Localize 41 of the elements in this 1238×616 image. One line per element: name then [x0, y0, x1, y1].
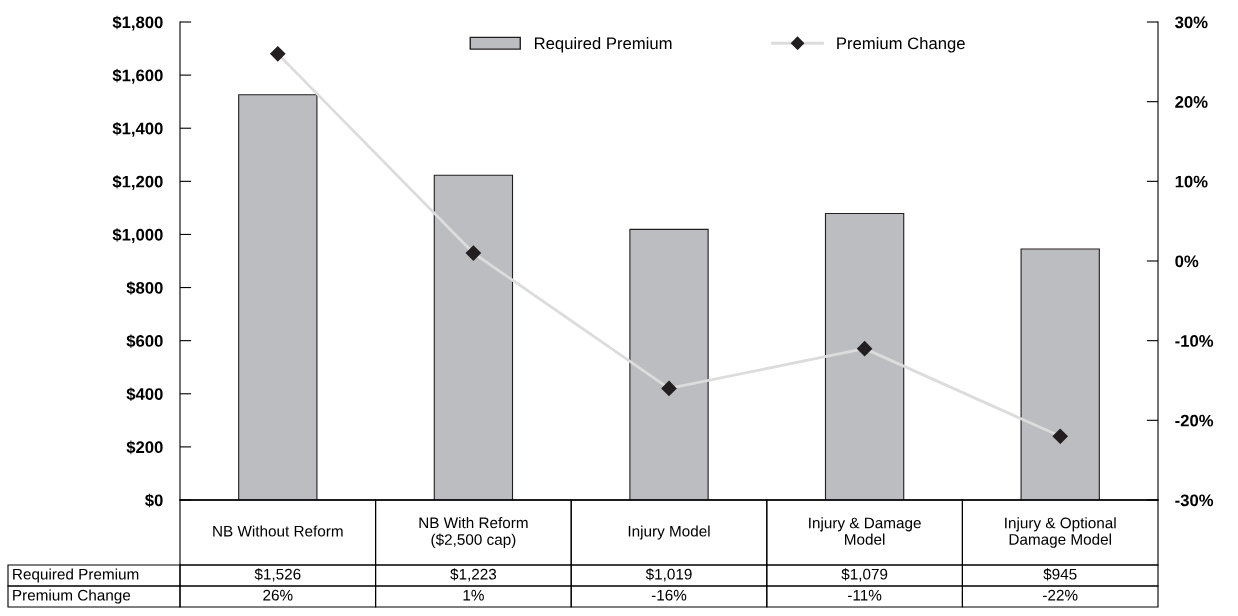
y2-tick-label: -10% [1175, 335, 1214, 347]
data-label: $1,526 [254, 568, 301, 582]
y-tick-label: $1,600 [112, 68, 163, 84]
data-label: -11% [848, 589, 882, 601]
y-tick-label: $1,200 [112, 175, 163, 190]
y2-tick-label: 30% [1175, 16, 1208, 29]
x-tick-label: NB With Reform ($2,500 cap) [419, 517, 528, 548]
y-tick-label: $400 [126, 387, 163, 402]
data-label: $945 [1043, 568, 1077, 581]
y-tick-label: $200 [126, 440, 163, 455]
data-label: 1% [463, 589, 484, 601]
data-label: 26% [263, 589, 293, 601]
data-label: -22% [1043, 589, 1078, 601]
bar [238, 94, 318, 500]
text: Required Premium [13, 568, 139, 583]
y2-tick-label: -20% [1175, 414, 1214, 427]
x-tick-label: Injury & Damage Model [809, 517, 921, 545]
y2-tick-label: 20% [1175, 96, 1208, 108]
y-tick-label: $600 [126, 334, 163, 348]
legend-label: Required Premium [534, 37, 672, 53]
y2-tick-label: -30% [1175, 494, 1214, 507]
legend-label: Premium Change [837, 37, 965, 53]
data-label: $1,079 [841, 568, 888, 582]
y-tick-label: $1,000 [112, 228, 163, 244]
y2-tick-label: 0% [1175, 255, 1199, 268]
bar [824, 212, 905, 500]
y-tick-label: $1,400 [112, 121, 163, 137]
text: Premium Change [13, 589, 131, 604]
bar [433, 174, 514, 500]
x-tick-label: NB Without Reform [213, 525, 343, 537]
data-label: $1,223 [450, 568, 497, 582]
x-tick-label: Injury Model [628, 525, 710, 540]
y-tick-label: $0 [145, 493, 163, 508]
data-label: -16% [651, 589, 687, 601]
data-label: $1,019 [645, 568, 692, 582]
bar [629, 228, 709, 500]
y-tick-label: $800 [126, 281, 163, 295]
y-tick-label: $1,800 [112, 15, 163, 31]
y2-tick-label: 10% [1175, 175, 1208, 188]
x-tick-label: Injury & Optional Damage Model [1005, 517, 1116, 548]
bar [1020, 248, 1100, 500]
